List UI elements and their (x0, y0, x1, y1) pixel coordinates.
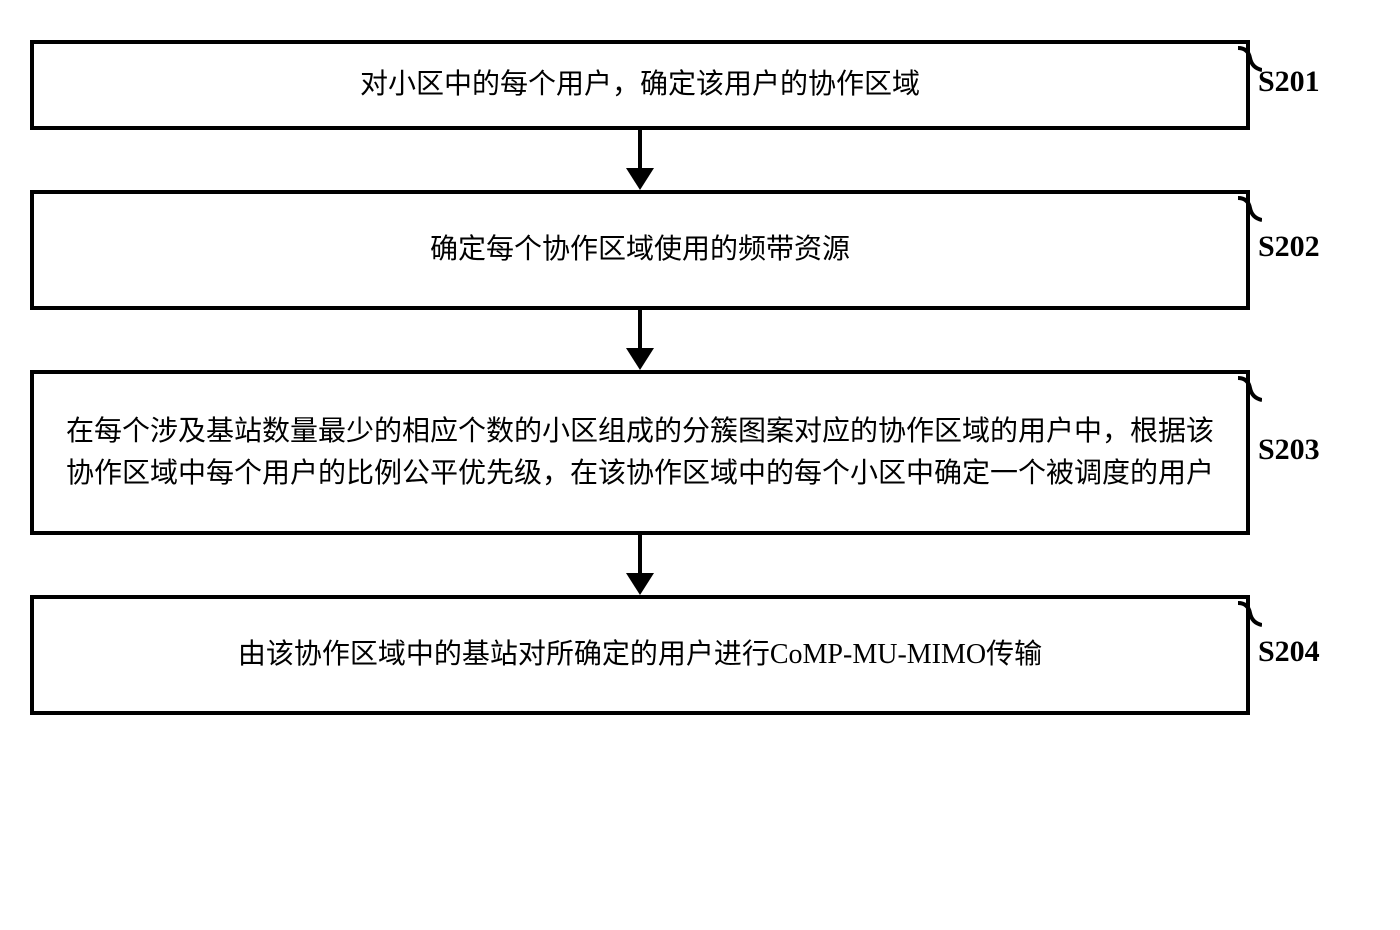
step-row-4: 由该协作区域中的基站对所确定的用户进行CoMP-MU-MIMO传输 S204 (30, 595, 1370, 715)
step-label-2: S202 (1258, 230, 1320, 264)
step-box-3: 在每个涉及基站数量最少的相应个数的小区组成的分簇图案对应的协作区域的用户中，根据… (30, 370, 1250, 535)
arrow-shaft (638, 310, 642, 349)
arrow-wrap-1 (30, 130, 1370, 190)
arrow-wrap-2 (30, 310, 1370, 370)
step-label-wrap-1: S201 (1250, 71, 1370, 99)
step-label-3: S203 (1258, 433, 1320, 467)
step-label-4: S204 (1258, 635, 1320, 669)
bracket-connector-3 (1238, 372, 1262, 408)
step-label-wrap-2: S202 (1250, 236, 1370, 264)
step-text-1: 对小区中的每个用户，确定该用户的协作区域 (360, 64, 920, 106)
bracket-connector-1 (1238, 42, 1262, 78)
step-row-1: 对小区中的每个用户，确定该用户的协作区域 S201 (30, 40, 1370, 130)
step-row-3: 在每个涉及基站数量最少的相应个数的小区组成的分簇图案对应的协作区域的用户中，根据… (30, 370, 1370, 535)
step-row-2: 确定每个协作区域使用的频带资源 S202 (30, 190, 1370, 310)
step-text-2: 确定每个协作区域使用的频带资源 (430, 229, 850, 271)
arrow-1 (626, 130, 654, 190)
flowchart-container: 对小区中的每个用户，确定该用户的协作区域 S201 确定每个协作区域使用的频带资… (30, 40, 1370, 715)
arrow-3 (626, 535, 654, 595)
step-label-wrap-3: S203 (1250, 439, 1370, 467)
arrow-shaft (638, 535, 642, 574)
step-text-4: 由该协作区域中的基站对所确定的用户进行CoMP-MU-MIMO传输 (238, 634, 1042, 676)
arrow-wrap-3 (30, 535, 1370, 595)
arrow-shaft (638, 130, 642, 169)
arrow-head-icon (626, 573, 654, 595)
arrow-head-icon (626, 168, 654, 190)
step-label-1: S201 (1258, 65, 1320, 99)
bracket-connector-2 (1238, 192, 1262, 228)
arrow-head-icon (626, 348, 654, 370)
step-box-1: 对小区中的每个用户，确定该用户的协作区域 (30, 40, 1250, 130)
step-label-wrap-4: S204 (1250, 641, 1370, 669)
step-box-2: 确定每个协作区域使用的频带资源 (30, 190, 1250, 310)
step-box-4: 由该协作区域中的基站对所确定的用户进行CoMP-MU-MIMO传输 (30, 595, 1250, 715)
arrow-2 (626, 310, 654, 370)
bracket-connector-4 (1238, 597, 1262, 633)
step-text-3: 在每个涉及基站数量最少的相应个数的小区组成的分簇图案对应的协作区域的用户中，根据… (64, 411, 1216, 495)
